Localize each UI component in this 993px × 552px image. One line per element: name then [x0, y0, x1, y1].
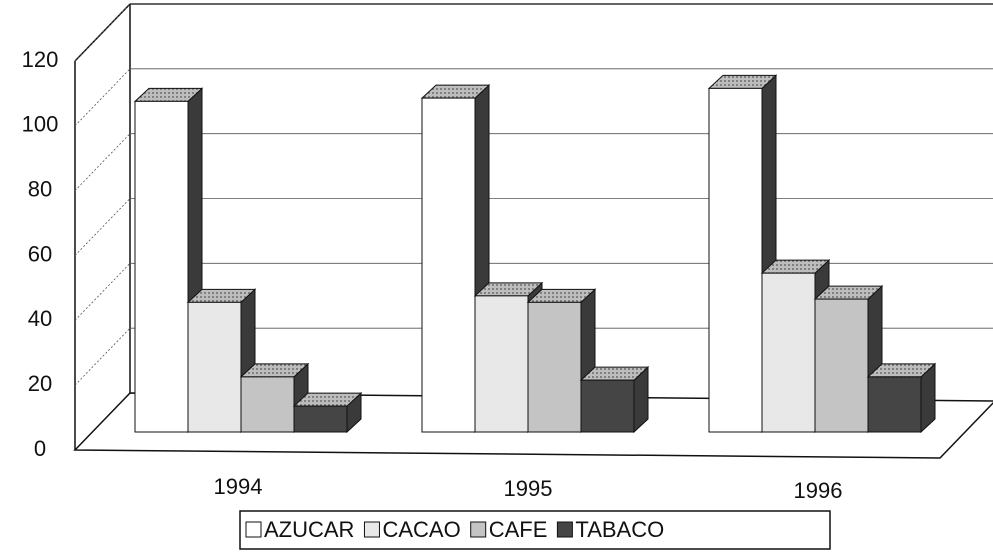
legend-label: CACAO — [382, 517, 460, 542]
bar — [527, 301, 582, 433]
legend-label: CAFE — [489, 517, 548, 542]
y-tick-label: 60 — [28, 241, 52, 266]
bar — [240, 376, 295, 433]
grid-line-side — [74, 198, 131, 256]
legend-swatch — [470, 521, 487, 538]
legend-label: TABACO — [575, 517, 664, 542]
y-tick-label: 40 — [28, 306, 52, 331]
bar — [814, 298, 869, 433]
y-tick-label: 0 — [34, 436, 46, 461]
bar — [761, 272, 816, 433]
grid-line-side — [74, 263, 131, 321]
bar — [580, 379, 635, 433]
x-tick-label: 1995 — [504, 476, 553, 501]
legend-swatch — [556, 521, 573, 538]
legend-swatch — [245, 521, 262, 538]
bar — [708, 87, 763, 433]
y-tick-label: 80 — [28, 176, 52, 201]
legend-swatch — [363, 521, 380, 538]
bar — [187, 301, 242, 433]
bar — [474, 295, 529, 433]
legend-box — [239, 510, 831, 550]
legend-label: AZUCAR — [264, 517, 354, 542]
grid-line-side — [74, 133, 131, 191]
grid-line-side — [74, 68, 131, 127]
bar — [134, 100, 189, 433]
x-tick-label: 1994 — [214, 474, 263, 499]
grid-line-side — [74, 3, 131, 62]
x-tick-label: 1996 — [794, 478, 843, 503]
bar — [421, 97, 476, 433]
y-tick-label: 100 — [22, 112, 59, 137]
grid-line-side — [74, 327, 131, 386]
y-tick-label: 120 — [22, 47, 59, 72]
bar — [867, 376, 922, 433]
y-tick-label: 20 — [28, 371, 52, 396]
bar — [293, 405, 348, 433]
